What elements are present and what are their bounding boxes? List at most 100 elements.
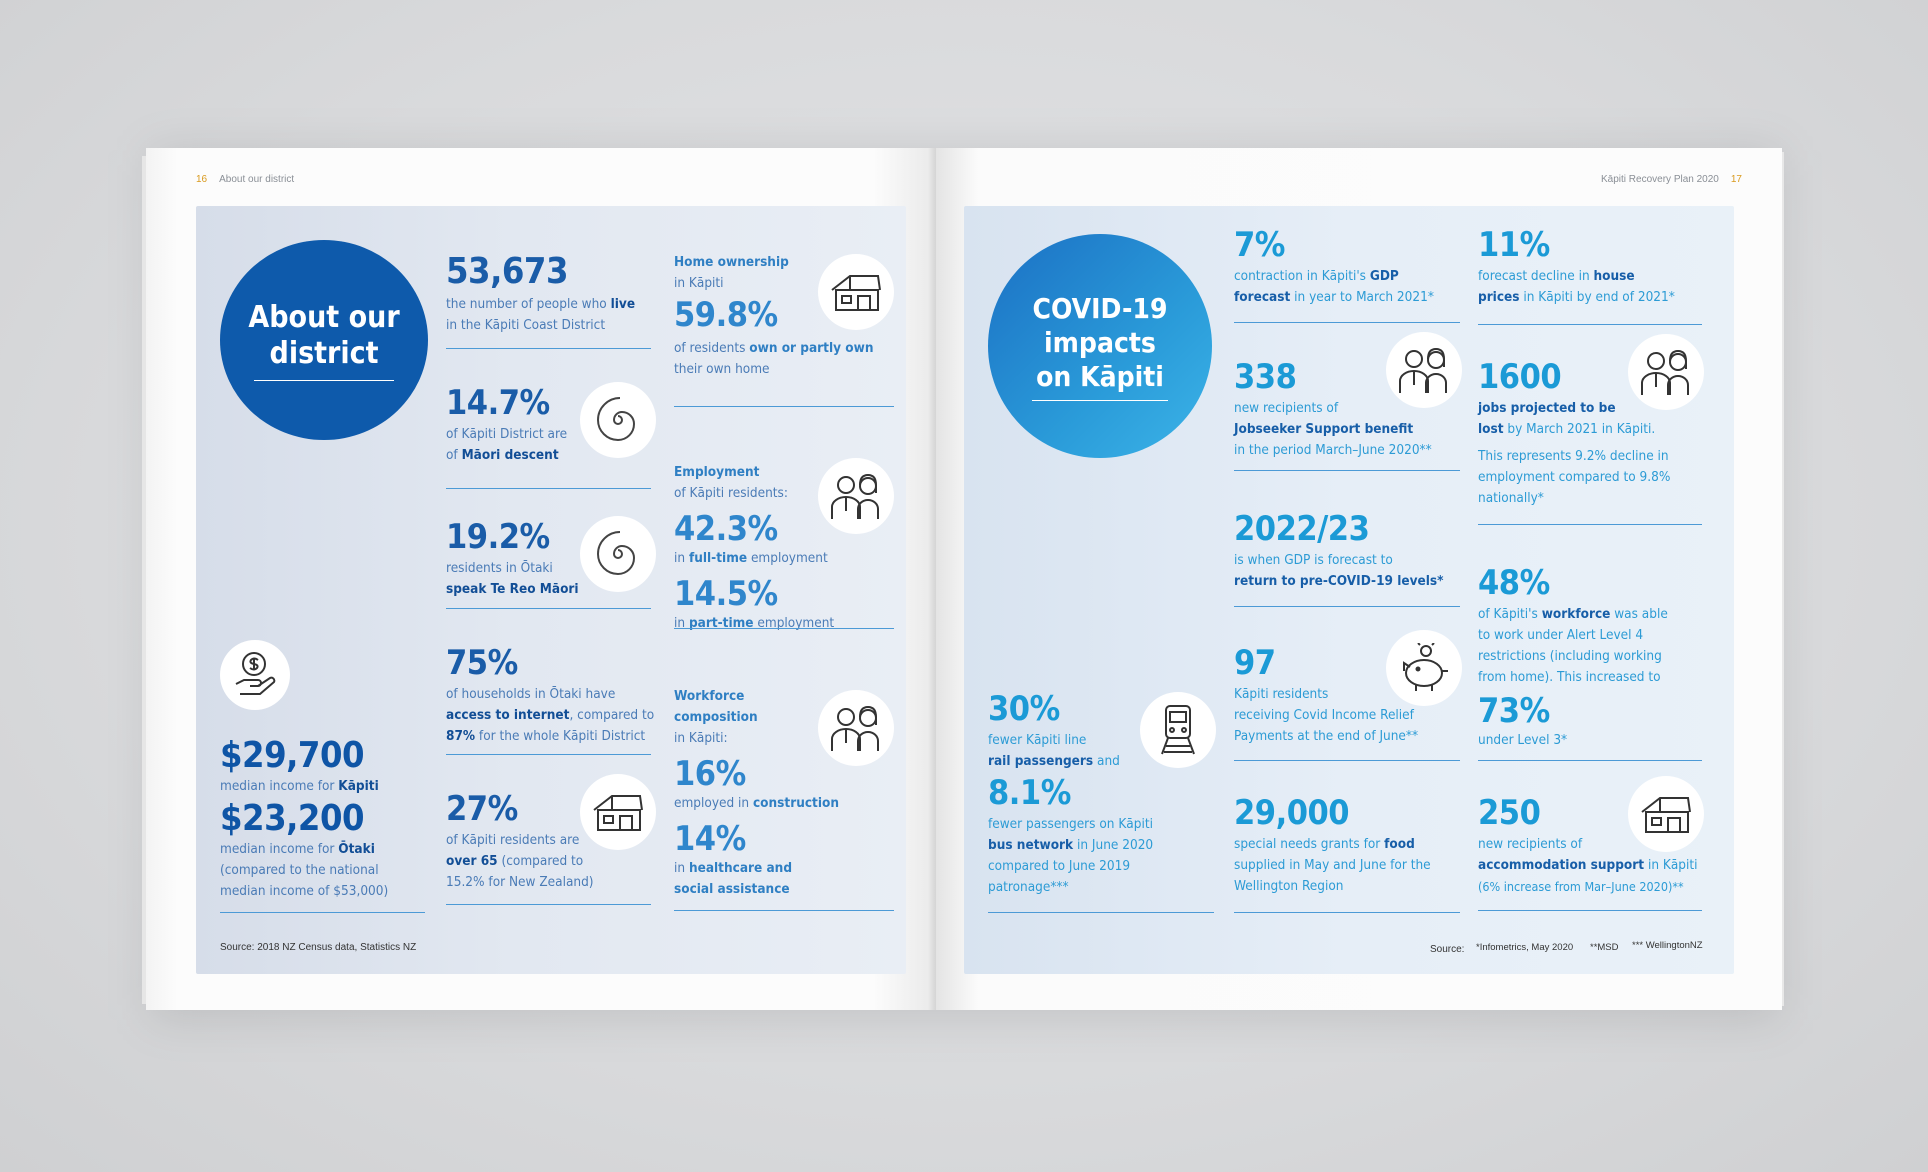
covid-title-circle: COVID-19 impacts on Kāpiti — [988, 234, 1212, 458]
source-infometrics: *Infometrics, May 2020 — [1476, 942, 1574, 953]
accommodation-stat: 250 new recipients of accommodation suppo… — [1478, 796, 1698, 898]
house-icon — [580, 774, 656, 850]
about-district-title-circle: About our district — [220, 240, 428, 440]
kapiti-income-desc: median income for Kāpiti — [220, 778, 379, 794]
left-source-note: Source: 2018 NZ Census data, Statistics … — [220, 942, 417, 953]
relief-value: 97 — [1234, 643, 1276, 683]
relief-desc: Kāpiti residents receiving Covid Income R… — [1234, 686, 1419, 744]
title-underline — [254, 379, 394, 381]
construction-desc: employed in construction — [674, 795, 840, 811]
jobs-lost-desc: jobs projected to be lost by March 2021 i… — [1478, 400, 1656, 437]
divider — [1234, 912, 1460, 913]
divider — [220, 912, 425, 913]
workforce-home-stat: 48% of Kāpiti's workforce was able to wor… — [1478, 566, 1668, 751]
income-stat: $29,700 median income for Kāpiti $23,200… — [220, 738, 388, 902]
title-line-1: COVID-19 — [1032, 291, 1168, 325]
divider — [1478, 324, 1702, 325]
over65-desc: of Kāpiti residents are over 65 (compared… — [446, 832, 594, 890]
workforce-heading-2: composition — [674, 709, 758, 725]
about-district-panel: About our district 53,673 the number of … — [196, 206, 906, 974]
maori-desc: of Kāpiti District are of Māori descent — [446, 426, 568, 463]
workforce-sub: in Kāpiti: — [674, 730, 728, 746]
koru-spiral-icon — [580, 382, 656, 458]
recovery-stat: 2022/23 is when GDP is forecast to return… — [1234, 512, 1444, 592]
workforce-heading: Workforce — [674, 688, 745, 704]
divider — [1478, 524, 1702, 525]
maori-stat: 14.7% of Kāpiti District are of Māori des… — [446, 386, 567, 466]
jobs-lost-stat: 1600 jobs projected to be lost by March 2… — [1478, 360, 1670, 509]
divider — [446, 488, 651, 489]
koru-spiral-icon — [580, 516, 656, 592]
healthcare-desc: in healthcare and social assistance — [674, 860, 793, 897]
gdp-desc: contraction in Kāpiti's GDP forecast in y… — [1234, 268, 1434, 305]
jobs-lost-value: 1600 — [1478, 357, 1562, 397]
parttime-value: 14.5% — [674, 574, 778, 614]
internet-stat: 75% of households in Ōtaki have access to… — [446, 646, 654, 747]
piggy-bank-icon — [1386, 630, 1462, 706]
divider — [1478, 760, 1702, 761]
left-running-header: 16 About our district — [196, 174, 294, 185]
divider — [446, 608, 651, 609]
right-running-header: Kāpiti Recovery Plan 2020 17 — [1601, 174, 1742, 185]
home-ownership-value: 59.8% — [674, 295, 778, 335]
source-wellingtonnz: *** WellingtonNZ — [1632, 940, 1703, 951]
house-price-value: 11% — [1478, 225, 1550, 265]
grants-stat: 29,000 special needs grants for food supp… — [1234, 796, 1431, 897]
divider — [674, 628, 894, 629]
divider — [674, 406, 894, 407]
workforce-level3-value: 73% — [1478, 691, 1550, 731]
workforce-home-value: 48% — [1478, 563, 1550, 603]
home-ownership-desc: of residents own or partly own their own … — [674, 340, 874, 377]
over65-stat: 27% of Kāpiti residents are over 65 (comp… — [446, 792, 594, 893]
people-icon — [818, 458, 894, 534]
bus-value: 8.1% — [988, 773, 1071, 813]
page-number: 17 — [1730, 174, 1742, 185]
divider — [1234, 470, 1460, 471]
employment-sub: of Kāpiti residents: — [674, 485, 788, 501]
parttime-desc: in part-time employment — [674, 615, 835, 631]
fulltime-desc: in full-time employment — [674, 550, 828, 566]
source-msd: **MSD — [1590, 942, 1619, 953]
accommodation-desc: new recipients of accommodation support i… — [1478, 836, 1698, 894]
house-price-stat: 11% forecast decline in house prices in K… — [1478, 228, 1675, 308]
relief-stat: 97 Kāpiti residents receiving Covid Incom… — [1234, 646, 1418, 747]
people-icon — [1386, 332, 1462, 408]
house-icon — [1628, 776, 1704, 852]
title-underline — [1032, 399, 1168, 401]
left-page: 16 About our district About our district … — [146, 148, 936, 1010]
title-line-1: About our — [248, 299, 400, 335]
rail-stat: 30% fewer Kāpiti line rail passengers and… — [988, 692, 1153, 898]
employment-heading: Employment — [674, 464, 760, 480]
tereo-desc: residents in Ōtaki speak Te Reo Māori — [446, 560, 579, 597]
home-ownership-stat: Home ownership in Kāpiti 59.8% of reside… — [674, 252, 873, 380]
right-page: Kāpiti Recovery Plan 2020 17 COVID-19 imp… — [936, 148, 1782, 1010]
jobs-lost-note: This represents 9.2% decline in employmen… — [1478, 448, 1671, 506]
construction-value: 16% — [674, 754, 746, 794]
people-icon — [1628, 334, 1704, 410]
otaki-income-value: $23,200 — [220, 798, 365, 839]
population-value: 53,673 — [446, 251, 568, 292]
jobseeker-value: 338 — [1234, 357, 1297, 397]
train-icon — [1140, 692, 1216, 768]
population-desc: the number of people who live in the Kāpi… — [446, 296, 636, 333]
divider — [1234, 322, 1460, 323]
recovery-value: 2022/23 — [1234, 509, 1370, 549]
kapiti-income-value: $29,700 — [220, 735, 365, 776]
population-stat: 53,673 the number of people who live in t… — [446, 254, 635, 336]
divider — [1234, 760, 1460, 761]
divider — [1234, 606, 1460, 607]
accommodation-value: 250 — [1478, 793, 1541, 833]
title-line-2: district — [269, 335, 379, 371]
divider — [446, 754, 651, 755]
people-icon — [818, 690, 894, 766]
divider — [446, 348, 651, 349]
healthcare-value: 14% — [674, 819, 746, 859]
workforce-level3-desc: under Level 3* — [1478, 732, 1568, 748]
covid-impacts-panel: COVID-19 impacts on Kāpiti 7% contractio… — [964, 206, 1734, 974]
maori-value: 14.7% — [446, 383, 550, 423]
money-hand-icon — [220, 640, 290, 710]
tereo-stat: 19.2% residents in Ōtaki speak Te Reo Māo… — [446, 520, 579, 600]
rail-value: 30% — [988, 689, 1060, 729]
home-ownership-heading: Home ownership — [674, 254, 789, 270]
divider — [988, 912, 1214, 913]
